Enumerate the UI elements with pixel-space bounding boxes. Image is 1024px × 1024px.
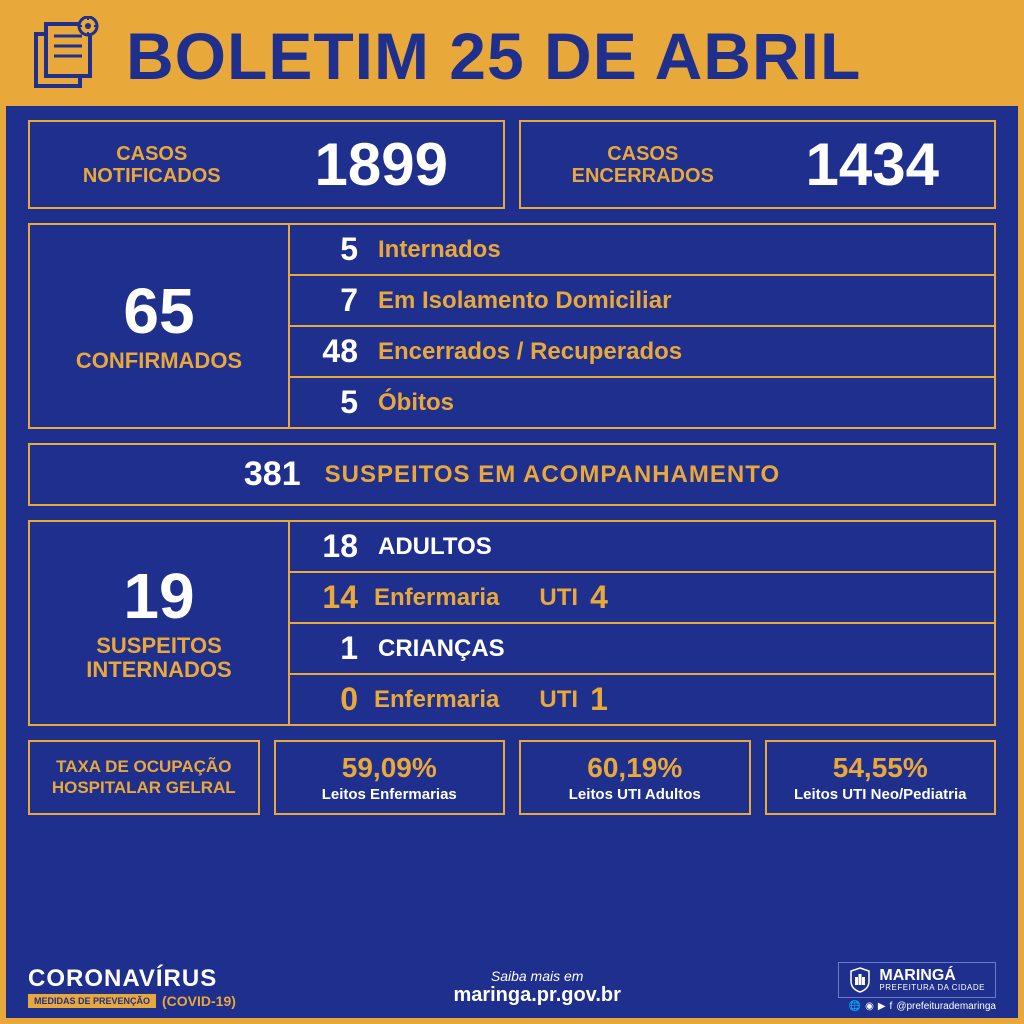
saiba-url: maringa.pr.gov.br xyxy=(453,984,620,1007)
isolamento-label: Em Isolamento Domiciliar xyxy=(378,287,671,315)
criancas-enf-label: Enfermaria xyxy=(374,686,499,714)
obitos-num: 5 xyxy=(310,384,358,421)
internados-total: 19 xyxy=(123,564,194,628)
adultos-enf-label: Enfermaria xyxy=(374,584,499,612)
occ-uti-adultos: 60,19% Leitos UTI Adultos xyxy=(519,740,751,815)
medidas-tag: MEDIDAS DE PREVENÇÃO xyxy=(28,994,156,1008)
document-icon xyxy=(26,16,106,96)
confirmados-block: 65 CONFIRMADOS 5 Internados 7 Em Isolame… xyxy=(28,223,996,429)
social-row: 🌐 ◉ ▶ f @prefeiturademaringa xyxy=(849,1001,996,1012)
internados-block: 19 SUSPEITOS INTERNADOS 18 ADULTOS 14 En… xyxy=(28,520,996,726)
globe-icon: 🌐 xyxy=(849,1001,861,1012)
suspeitos-acomp-bar: 381 SUSPEITOS EM ACOMPANHAMENTO xyxy=(28,443,996,506)
internados-label: Internados xyxy=(378,236,501,264)
header-title: BOLETIM 25 DE ABRIL xyxy=(126,18,861,94)
notificados-box: CASOS NOTIFICADOS 1899 xyxy=(28,120,505,209)
bulletin-poster: BOLETIM 25 DE ABRIL CASOS NOTIFICADOS 18… xyxy=(0,0,1024,1024)
recuperados-num: 48 xyxy=(310,333,358,370)
confirmados-value: 65 xyxy=(123,279,194,343)
encerrados-value: 1434 xyxy=(767,130,979,199)
adultos-uti-label: UTI xyxy=(539,584,578,612)
saiba-label: Saiba mais em xyxy=(453,968,620,984)
content-area: CASOS NOTIFICADOS 1899 CASOS ENCERRADOS … xyxy=(6,106,1018,958)
shield-icon xyxy=(849,967,871,993)
city-sub: PREFEITURA DA CIDADE xyxy=(879,984,985,992)
recuperados-label: Encerrados / Recuperados xyxy=(378,338,682,366)
row-adultos-detail: 14 Enfermaria UTI 4 xyxy=(290,571,994,622)
notificados-label: CASOS NOTIFICADOS xyxy=(46,143,258,187)
covid-tag: (COVID-19) xyxy=(162,993,236,1009)
occupancy-row: TAXA DE OCUPAÇÃO HOSPITALAR GELRAL 59,09… xyxy=(28,740,996,815)
row-internados: 5 Internados xyxy=(290,225,994,274)
top-stats-row: CASOS NOTIFICADOS 1899 CASOS ENCERRADOS … xyxy=(28,120,996,209)
header-bar: BOLETIM 25 DE ABRIL xyxy=(6,6,1018,106)
confirmados-label: CONFIRMADOS xyxy=(76,349,242,373)
saiba-block: Saiba mais em maringa.pr.gov.br xyxy=(453,968,620,1007)
maringa-logo-block: MARINGÁ PREFEITURA DA CIDADE xyxy=(838,962,996,998)
confirmados-summary: 65 CONFIRMADOS xyxy=(30,225,290,427)
occ-enf-label: Leitos Enfermarias xyxy=(322,786,457,803)
criancas-label: CRIANÇAS xyxy=(378,635,505,663)
occ-uti-ad-label: Leitos UTI Adultos xyxy=(569,786,701,803)
row-isolamento: 7 Em Isolamento Domiciliar xyxy=(290,274,994,325)
internados-total-label: SUSPEITOS INTERNADOS xyxy=(40,634,278,682)
criancas-num: 1 xyxy=(310,630,358,667)
adultos-num: 18 xyxy=(310,528,358,565)
notificados-value: 1899 xyxy=(276,130,488,199)
row-adultos: 18 ADULTOS xyxy=(290,522,994,571)
adultos-enf-num: 14 xyxy=(310,579,358,616)
criancas-enf-num: 0 xyxy=(310,681,358,718)
occ-uti-neo-label: Leitos UTI Neo/Pediatria xyxy=(794,786,967,803)
corona-title: CORONAVÍRUS xyxy=(28,965,217,993)
isolamento-num: 7 xyxy=(310,282,358,319)
adultos-label: ADULTOS xyxy=(378,533,492,561)
occ-uti-neo-pct: 54,55% xyxy=(833,752,928,784)
row-criancas-detail: 0 Enfermaria UTI 1 xyxy=(290,673,994,724)
criancas-uti-label: UTI xyxy=(539,686,578,714)
row-recuperados: 48 Encerrados / Recuperados xyxy=(290,325,994,376)
row-obitos: 5 Óbitos xyxy=(290,376,994,427)
occ-uti-neo: 54,55% Leitos UTI Neo/Pediatria xyxy=(765,740,997,815)
adultos-uti-num: 4 xyxy=(590,579,608,616)
obitos-label: Óbitos xyxy=(378,389,454,417)
suspeitos-acomp-num: 381 xyxy=(244,455,301,494)
occupancy-title: TAXA DE OCUPAÇÃO HOSPITALAR GELRAL xyxy=(36,757,252,798)
row-criancas: 1 CRIANÇAS xyxy=(290,622,994,673)
facebook-icon: f xyxy=(890,1001,893,1012)
encerrados-label: CASOS ENCERRADOS xyxy=(537,143,749,187)
confirmados-breakdown: 5 Internados 7 Em Isolamento Domiciliar … xyxy=(290,225,994,427)
criancas-uti-num: 1 xyxy=(590,681,608,718)
internados-num: 5 xyxy=(310,231,358,268)
encerrados-box: CASOS ENCERRADOS 1434 xyxy=(519,120,996,209)
city-name: MARINGÁ xyxy=(879,968,985,984)
coronavirus-block: CORONAVÍRUS MEDIDAS DE PREVENÇÃO (COVID-… xyxy=(28,965,236,1009)
internados-summary: 19 SUSPEITOS INTERNADOS xyxy=(30,522,290,724)
social-handle: @prefeiturademaringa xyxy=(896,1001,996,1012)
occupancy-title-box: TAXA DE OCUPAÇÃO HOSPITALAR GELRAL xyxy=(28,740,260,815)
footer-bar: CORONAVÍRUS MEDIDAS DE PREVENÇÃO (COVID-… xyxy=(6,958,1018,1018)
camera-icon: ◉ xyxy=(865,1001,874,1012)
occ-uti-ad-pct: 60,19% xyxy=(587,752,682,784)
internados-breakdown: 18 ADULTOS 14 Enfermaria UTI 4 1 CRIANÇA… xyxy=(290,522,994,724)
suspeitos-acomp-label: SUSPEITOS EM ACOMPANHAMENTO xyxy=(325,461,780,489)
play-icon: ▶ xyxy=(878,1001,886,1012)
occ-enfermarias: 59,09% Leitos Enfermarias xyxy=(274,740,506,815)
occ-enf-pct: 59,09% xyxy=(342,752,437,784)
